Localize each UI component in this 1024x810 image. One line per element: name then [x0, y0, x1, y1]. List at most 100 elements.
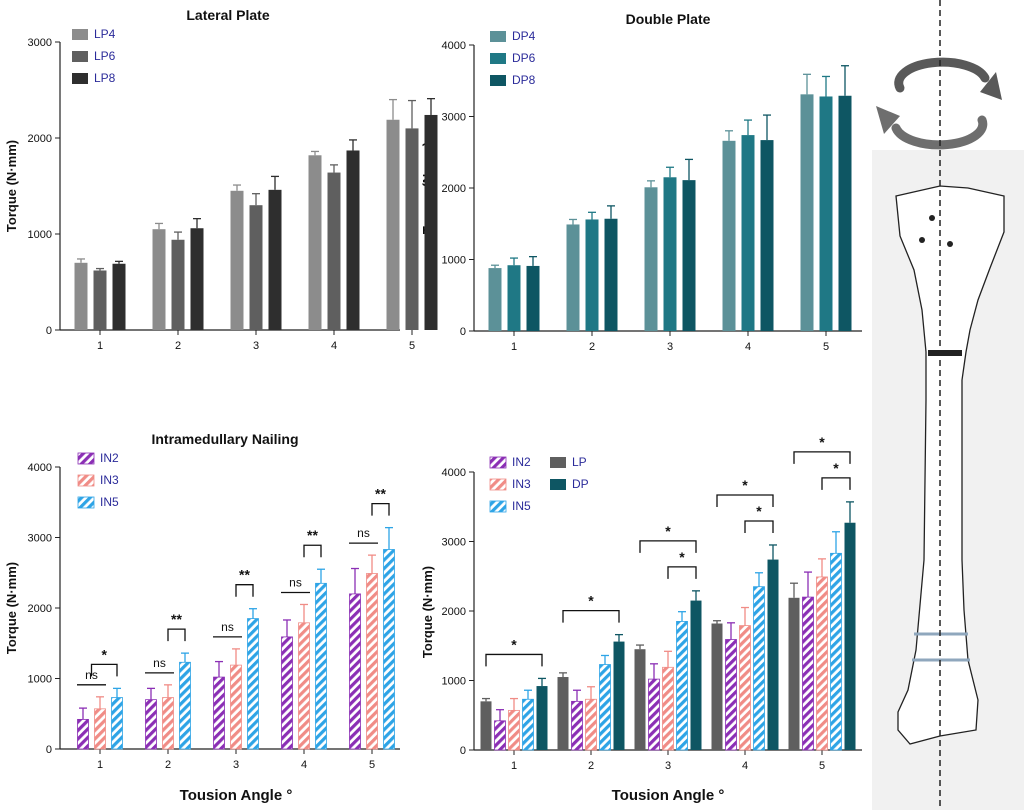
- lp-legend-label-lp6: LP6: [94, 49, 116, 63]
- in-bar-in5: [315, 582, 327, 750]
- in-x-tick-label: 5: [369, 759, 375, 771]
- screw-hole-3: [947, 241, 953, 247]
- cmp-x-tick-label: 1: [511, 760, 517, 772]
- lp-y-tick-label: 2000: [28, 133, 52, 145]
- lp-bar-lp4: [230, 190, 244, 330]
- lp-y-axis-label: Torque (N·mm): [4, 140, 19, 232]
- tibia-illustration: [872, 0, 1024, 810]
- cmp-bar-in5: [676, 621, 688, 751]
- cmp-legend-label-lp: LP: [572, 455, 587, 469]
- lp-x-tick-label: 3: [253, 340, 259, 352]
- cmp-legend-swatch-lp: [550, 457, 566, 468]
- cmp-bar-lp: [634, 649, 646, 750]
- in-bar-in5: [111, 697, 123, 750]
- cmp-bar-dp: [690, 600, 702, 750]
- cmp-y-tick-label: 1000: [442, 676, 466, 688]
- dp-x-tick-label: 5: [823, 341, 829, 353]
- in-significance-bracket: [235, 584, 254, 597]
- cmp-legend-label-in3: IN3: [512, 477, 531, 491]
- lp-y-tick-label: 3000: [28, 37, 52, 49]
- cmp-legend-swatch-in3: [489, 478, 507, 491]
- dp-chart: 0 1000 2000 3000 4000 1 2 3 4 5 DP4 DP6 DP8: [442, 29, 862, 353]
- in-legend-label-in3: IN3: [100, 473, 119, 487]
- dp-bar-dp4: [644, 187, 658, 331]
- in-significance-label: **: [239, 567, 250, 583]
- cmp-legend-label-in2: IN2: [512, 455, 531, 469]
- cmp-y-tick-label: 3000: [442, 537, 466, 549]
- cmp-significance-label: *: [833, 460, 839, 476]
- dp-x-tick-label: 2: [589, 341, 595, 353]
- in-legend-swatch-in3: [77, 474, 95, 487]
- dp-legend-label-dp6: DP6: [512, 51, 536, 65]
- in-significance-label: **: [375, 486, 386, 502]
- dp-bar-dp6: [585, 219, 599, 331]
- cmp-bar-dp: [613, 641, 625, 750]
- lp-bar-lp8: [112, 263, 126, 330]
- lp-bar-lp8: [268, 189, 282, 330]
- dp-bar-dp6: [741, 135, 755, 331]
- lp-bar-lp6: [93, 270, 107, 330]
- cmp-significance-label: *: [819, 434, 825, 450]
- cmp-bar-lp: [557, 677, 569, 750]
- dp-legend-label-dp8: DP8: [512, 73, 536, 87]
- dp-bar-dp8: [838, 95, 852, 331]
- lp-bar-lp8: [346, 150, 360, 330]
- in-bar-in3: [298, 622, 310, 750]
- in-y-tick-label: 2000: [28, 603, 52, 615]
- in-significance-bracket: [90, 663, 118, 677]
- in-y-tick-label: 4000: [28, 462, 52, 474]
- dp-bar-dp8: [682, 180, 696, 331]
- cmp-bar-in3: [662, 666, 674, 751]
- lp-chart: 0 1000 2000 3000 1 2 3 4 5 LP4 LP6 LP8: [28, 27, 438, 352]
- in-y-tick-label: 1000: [28, 674, 52, 686]
- rotation-arrow-icon: [876, 57, 1002, 150]
- lp-legend-swatch-lp6: [72, 51, 88, 62]
- lp-legend-swatch-lp4: [72, 29, 88, 40]
- cmp-bar-dp: [536, 686, 548, 750]
- cmp-x-tick-label: 4: [742, 760, 748, 772]
- cmp-legend-swatch-in5: [489, 500, 507, 513]
- lp-chart-title: Lateral Plate: [186, 7, 269, 23]
- in-bar-in2: [145, 699, 157, 750]
- cmp-bar-in3: [739, 625, 751, 751]
- in-significance-bracket: [167, 628, 186, 642]
- cmp-bar-in5: [753, 586, 765, 751]
- cmp-bar-in3: [816, 576, 828, 751]
- cmp-bar-in2: [802, 596, 814, 751]
- cmp-legend-swatch-dp: [550, 479, 566, 490]
- cmp-significance-bracket: [667, 566, 697, 579]
- in-bar-in3: [162, 697, 174, 750]
- cmp-bar-lp: [480, 701, 492, 750]
- dp-bar-dp6: [663, 177, 677, 331]
- in-bar-in2: [281, 636, 293, 750]
- cmp-y-axis-label: Torque (N·mm): [420, 566, 435, 658]
- lp-bar-lp8: [424, 114, 438, 331]
- dp-bar-dp8: [526, 265, 540, 331]
- in-significance-label: ns: [221, 620, 234, 634]
- cmp-bar-dp: [767, 559, 779, 750]
- cmp-y-tick-label: 2000: [442, 606, 466, 618]
- lp-y-tick-label: 0: [46, 325, 52, 337]
- bone-outline: [895, 185, 1005, 745]
- in-y-tick-label: 3000: [28, 533, 52, 545]
- in-significance-label: ns: [289, 575, 302, 589]
- cmp-bar-in2: [571, 700, 583, 751]
- lp-legend-label-lp8: LP8: [94, 71, 116, 85]
- cmp-significance-bracket: [716, 494, 774, 507]
- cmp-bar-in2: [494, 720, 506, 751]
- lp-y-tick-label: 1000: [28, 229, 52, 241]
- in-significance-bracket: [303, 544, 322, 558]
- dp-bar-dp4: [722, 140, 736, 331]
- cmp-legend-label-in5: IN5: [512, 499, 531, 513]
- dp-bar-dp4: [488, 268, 502, 331]
- in-chart: 010002000300040001ns*2ns**3ns**4ns**5ns*…: [28, 451, 400, 771]
- in-legend-swatch-in5: [77, 496, 95, 509]
- cmp-bar-in5: [830, 552, 842, 751]
- dp-bar-dp4: [800, 94, 814, 332]
- cmp-significance-label: *: [588, 593, 594, 609]
- in-chart-title: Intramedullary Nailing: [151, 431, 298, 447]
- dp-legend-label-dp4: DP4: [512, 29, 536, 43]
- dp-x-tick-label: 4: [745, 341, 751, 353]
- lp-bar-lp4: [386, 119, 400, 330]
